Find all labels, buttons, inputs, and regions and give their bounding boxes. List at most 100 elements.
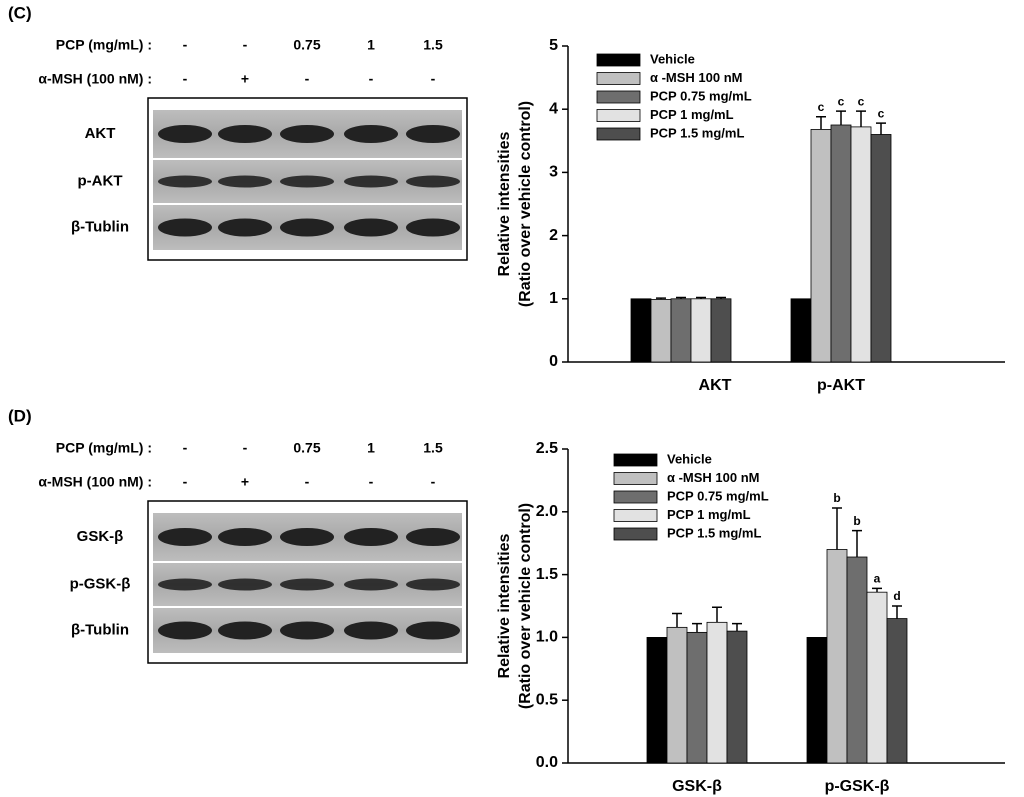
bar xyxy=(686,631,708,764)
error-bar xyxy=(712,606,722,623)
significance-label: c xyxy=(878,106,885,120)
legend-swatch xyxy=(596,90,641,104)
bar xyxy=(646,637,668,764)
blot-band xyxy=(344,218,398,237)
legend-label: α -MSH 100 nM xyxy=(667,470,760,485)
y-tick-label: 4 xyxy=(549,100,558,117)
blot-band xyxy=(280,621,334,640)
error-bar xyxy=(732,622,742,632)
treatment-value: - xyxy=(183,440,188,456)
blot-band xyxy=(158,125,212,143)
panel-label: (C) xyxy=(8,3,32,22)
x-tick-label: GSK-β xyxy=(672,778,722,795)
significance-label: b xyxy=(833,491,840,505)
blot-label: p-GSK-β xyxy=(70,575,131,592)
blot-label: p-AKT xyxy=(78,172,123,189)
bar xyxy=(726,630,748,764)
bar xyxy=(870,134,892,363)
treatment-label: α-MSH (100 nM) : xyxy=(38,474,152,490)
blot-band xyxy=(406,621,460,640)
significance-label: c xyxy=(838,94,845,108)
blot-band xyxy=(280,578,334,591)
error-bar xyxy=(716,296,726,299)
blot-band xyxy=(280,528,334,546)
blot-band xyxy=(218,175,272,188)
y-axis-label: (Ratio over vehicle control) xyxy=(517,101,534,307)
blot-band xyxy=(406,218,460,237)
treatment-value: 1.5 xyxy=(423,440,443,456)
blot-band xyxy=(280,175,334,188)
error-bar xyxy=(856,110,866,127)
treatment-value: - xyxy=(369,474,374,490)
bar xyxy=(846,556,868,764)
treatment-label: α-MSH (100 nM) : xyxy=(38,71,152,87)
treatment-value: - xyxy=(369,71,374,87)
y-tick-label: 5 xyxy=(549,37,558,54)
y-axis-label: Relative intensities xyxy=(496,131,513,276)
error-bar xyxy=(832,507,842,550)
treatment-label: PCP (mg/mL) : xyxy=(56,440,152,456)
significance-label: c xyxy=(858,94,865,108)
treatment-value: - xyxy=(243,440,248,456)
legend-label: PCP 1.5 mg/mL xyxy=(650,125,744,140)
treatment-value: - xyxy=(183,71,188,87)
blot-band xyxy=(218,621,272,640)
treatment-value: 1 xyxy=(367,37,375,53)
bar xyxy=(650,299,672,363)
bar xyxy=(850,126,872,363)
bar xyxy=(710,298,732,363)
blot-band xyxy=(406,528,460,546)
legend-swatch xyxy=(613,509,658,522)
y-tick-label: 1.0 xyxy=(536,629,558,646)
treatment-value: + xyxy=(241,474,249,490)
y-tick-label: 0.0 xyxy=(536,754,558,771)
blot-band xyxy=(406,578,460,591)
bar xyxy=(706,621,728,764)
y-tick-label: 3 xyxy=(549,164,558,181)
error-bar xyxy=(676,296,686,299)
blot-band xyxy=(158,175,212,188)
bar xyxy=(790,298,812,363)
error-bar xyxy=(692,622,702,633)
error-bar xyxy=(836,110,846,125)
error-bar xyxy=(876,122,886,135)
bar xyxy=(826,549,848,764)
x-tick-label: p-GSK-β xyxy=(825,778,890,795)
blot-band xyxy=(158,621,212,640)
significance-label: c xyxy=(818,100,825,114)
legend-label: PCP 1.5 mg/mL xyxy=(667,525,761,540)
legend-swatch xyxy=(613,472,658,485)
y-tick-label: 2.5 xyxy=(536,440,558,457)
bar xyxy=(886,618,908,764)
y-tick-label: 0 xyxy=(549,353,558,370)
bar xyxy=(666,626,688,764)
error-bar xyxy=(672,612,682,628)
blot-band xyxy=(406,175,460,188)
blot-band xyxy=(344,621,398,640)
significance-label: b xyxy=(853,514,860,528)
y-tick-label: 0.5 xyxy=(536,691,558,708)
error-bar xyxy=(852,529,862,558)
treatment-value: 1 xyxy=(367,440,375,456)
blot-band xyxy=(158,578,212,591)
treatment-value: - xyxy=(431,474,436,490)
treatment-value: - xyxy=(431,71,436,87)
legend-label: PCP 1 mg/mL xyxy=(650,107,734,122)
treatment-value: - xyxy=(305,474,310,490)
bar xyxy=(806,637,828,764)
blot-band xyxy=(344,528,398,546)
blot-band xyxy=(218,578,272,591)
legend-label: Vehicle xyxy=(650,51,695,66)
bar xyxy=(830,124,852,363)
legend-label: PCP 1 mg/mL xyxy=(667,507,751,522)
y-tick-label: 2 xyxy=(549,227,558,244)
blot-label: β-Tublin xyxy=(71,621,129,638)
error-bar xyxy=(892,605,902,619)
legend-swatch xyxy=(596,127,641,141)
legend-swatch xyxy=(596,72,641,85)
blot-band xyxy=(344,175,398,188)
blot-label: GSK-β xyxy=(77,528,124,545)
significance-label: a xyxy=(874,572,881,586)
legend-swatch xyxy=(596,53,641,67)
